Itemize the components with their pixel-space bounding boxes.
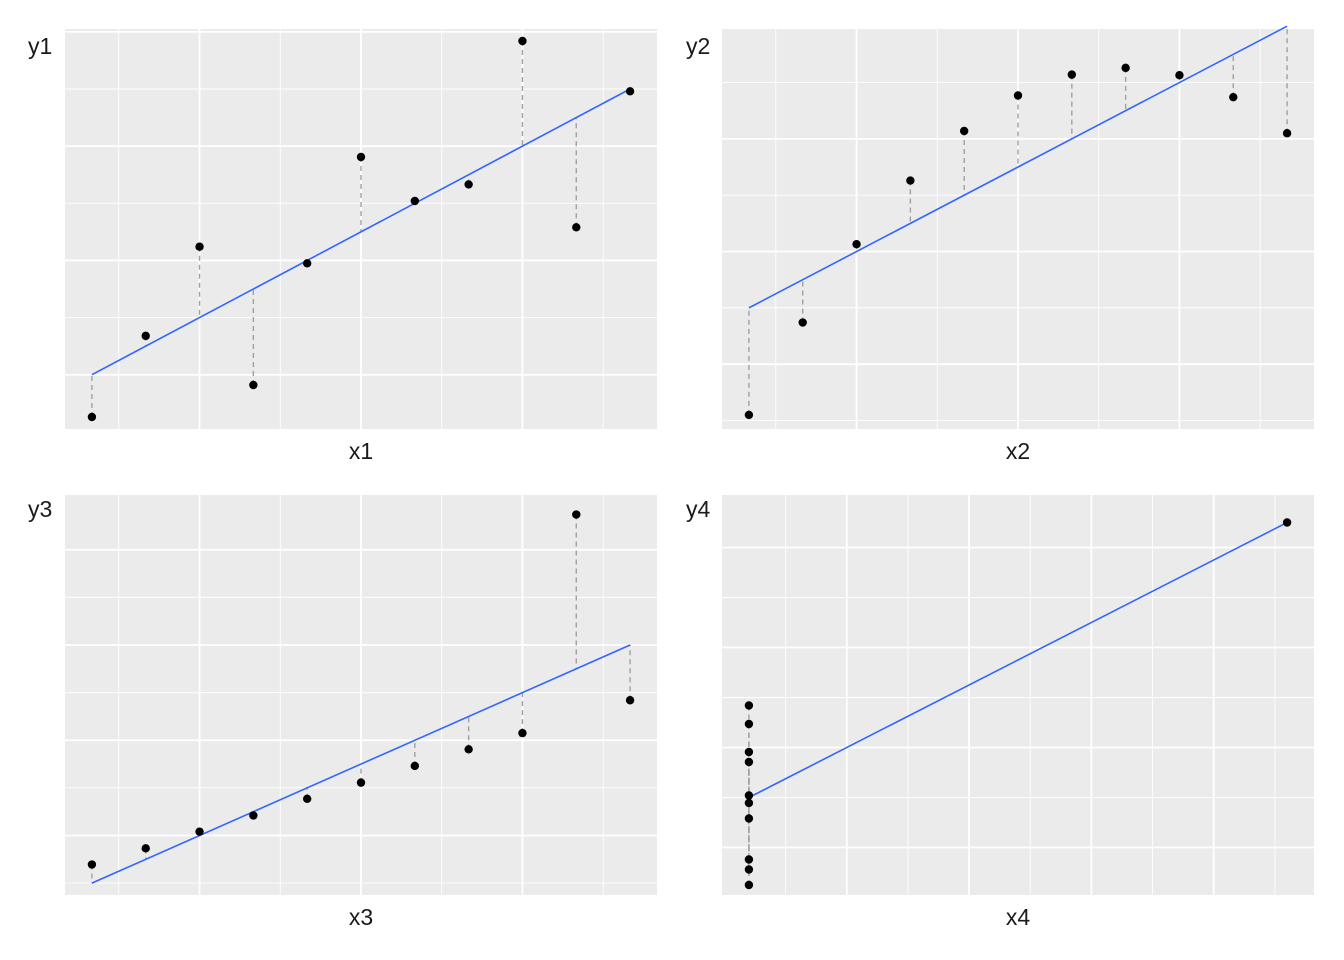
panel-2: y2 x2 — [686, 25, 1314, 464]
panel-4-data-point — [744, 747, 754, 757]
panel-4-y-axis-title: y4 — [686, 496, 711, 522]
panel-1-data-point — [464, 180, 473, 189]
panel-2-data-point — [744, 410, 754, 420]
panel-3: y3 x3 — [28, 495, 657, 930]
panel-1-x-axis-title: x1 — [349, 438, 373, 464]
panel-1: y1 x1 — [28, 29, 657, 464]
panel-2-data-point — [1282, 129, 1292, 138]
panel-3-data-point — [249, 811, 258, 820]
panel-4-x-axis-title: x4 — [1006, 904, 1031, 930]
panel-4-data-point — [1282, 518, 1292, 527]
panel-4-data-point — [744, 798, 754, 808]
panel-3-y-axis-title: y3 — [28, 496, 52, 522]
panel-4-data-point — [744, 865, 754, 874]
panel-2-regression-line — [748, 25, 1288, 309]
panel-1-data-point — [410, 196, 420, 206]
panel-1-data-point — [302, 259, 312, 268]
panel-2-x-axis-title: x2 — [1006, 438, 1030, 464]
panel-1-data-point — [625, 87, 635, 96]
panel-2-data-point — [852, 240, 861, 249]
panel-3-data-point — [356, 778, 366, 787]
panel-4: y4 x4 — [686, 495, 1314, 930]
panel-2-data-point — [1175, 70, 1184, 80]
panel-4-background — [722, 495, 1314, 895]
panel-4-data-point — [744, 791, 754, 800]
panel-3-data-point — [87, 860, 97, 869]
panel-3-regression-line — [91, 644, 631, 884]
panel-3-data-point — [572, 510, 581, 519]
panel-2-data-point — [1013, 91, 1023, 100]
panel-1-regression-line — [91, 88, 631, 376]
panel-3-x-axis-title: x3 — [349, 904, 373, 930]
panel-3-data-point — [410, 761, 420, 771]
panel-2-data-point — [959, 126, 969, 136]
panel-2-data-point — [1229, 92, 1238, 102]
panel-4-data-point — [744, 719, 754, 729]
panel-4-data-point — [744, 880, 754, 890]
panel-3-data-point — [518, 728, 527, 738]
panel-3-data-point — [302, 794, 312, 804]
panel-2-y-axis-title: y2 — [686, 33, 710, 59]
panel-4-data-point — [744, 701, 754, 710]
panel-2-data-point — [1121, 63, 1130, 73]
panel-1-data-point — [141, 331, 150, 341]
panel-3-data-point — [195, 827, 204, 836]
panel-1-data-point — [572, 223, 581, 232]
panel-1-data-point — [249, 380, 258, 390]
panel-3-data-point — [625, 696, 635, 705]
panel-4-regression-line — [748, 521, 1288, 799]
panel-2-data-point — [906, 176, 915, 185]
panel-3-data-point — [464, 745, 473, 754]
panel-4-data-point — [744, 814, 754, 823]
panel-1-data-point — [518, 36, 527, 46]
panel-4-data-point — [744, 757, 754, 767]
panel-2-data-point — [1067, 70, 1077, 79]
panel-1-data-point — [195, 242, 204, 251]
panel-3-data-point — [141, 844, 150, 853]
panel-2-data-point — [798, 318, 807, 327]
panel-4-data-point — [744, 855, 754, 864]
panel-1-y-axis-title: y1 — [28, 33, 52, 59]
panel-1-data-point — [87, 412, 97, 422]
panel-1-data-point — [356, 152, 366, 162]
